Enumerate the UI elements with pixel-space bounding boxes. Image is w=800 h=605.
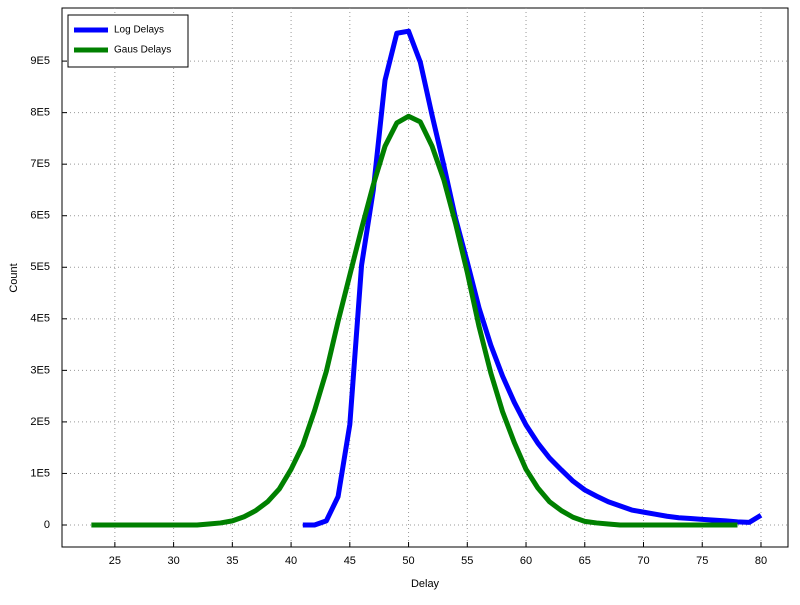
y-tick-label: 4E5 (30, 313, 50, 325)
x-tick-label: 80 (755, 555, 767, 567)
legend-box (67, 14, 189, 68)
y-tick-label: 5E5 (30, 261, 50, 273)
data-line (302, 28, 763, 528)
x-tick-label: 65 (579, 555, 591, 567)
y-tick-label: 8E5 (30, 107, 50, 119)
plot-frame (61, 7, 789, 548)
x-tick-label: 50 (402, 555, 414, 567)
legend-label: Gaus Delays (114, 45, 171, 56)
data-line (91, 113, 738, 528)
x-tick-label: 60 (520, 555, 532, 567)
x-tick-label: 25 (109, 555, 121, 567)
y-tick-label: 0 (44, 519, 50, 531)
y-tick-label: 1E5 (30, 467, 50, 479)
x-tick-label: 40 (285, 555, 297, 567)
y-tick-label: 7E5 (30, 158, 50, 170)
x-axis-label: Delay (411, 578, 440, 590)
x-tick-label: 75 (696, 555, 708, 567)
x-tick-label: 70 (637, 555, 649, 567)
legend-label: Log Delays (114, 25, 164, 36)
x-tick-label: 30 (167, 555, 179, 567)
y-tick-label: 9E5 (30, 55, 50, 67)
y-tick-label: 2E5 (30, 416, 50, 428)
y-axis-label: Count (8, 263, 20, 292)
y-tick-label: 6E5 (30, 210, 50, 222)
x-tick-label: 45 (344, 555, 356, 567)
x-tick-label: 35 (226, 555, 238, 567)
y-tick-label: 3E5 (30, 364, 50, 376)
x-tick-label: 55 (461, 555, 473, 567)
